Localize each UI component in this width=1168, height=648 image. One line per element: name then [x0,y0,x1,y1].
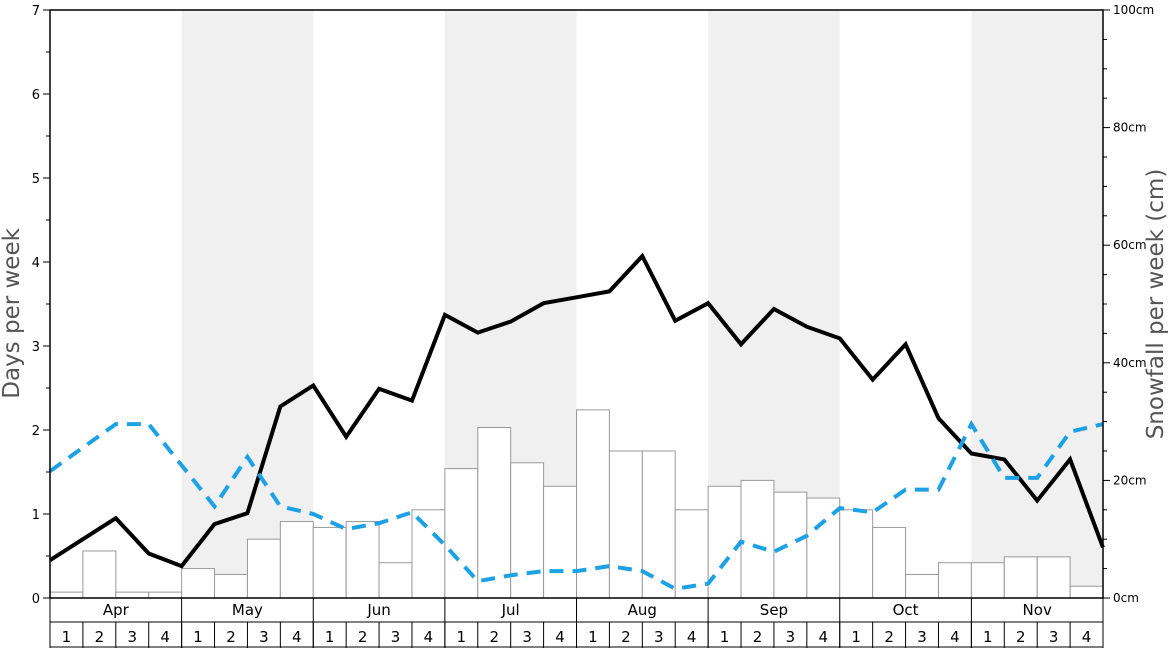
month-shading [181,10,1103,598]
snowfall-bar [312,526,347,599]
y-tick-label: 2 [32,424,40,439]
snowfall-bar [214,573,248,599]
snowfall-bar [411,509,446,599]
week-label: 1 [193,628,203,646]
snowfall-bar [905,573,939,599]
week-label: 2 [1016,628,1026,646]
solid-days-line [48,252,1105,569]
week-label: 1 [325,628,335,646]
snowfall-bar [345,521,380,599]
snowfall-bar [49,591,84,599]
week-label: 3 [917,628,927,646]
snowfall-bar [839,509,874,599]
y-tick-label: 0 [32,592,40,607]
left-axis: 0 1 2 3 4 5 6 7 [32,4,50,607]
month-label: Nov [1023,601,1052,619]
y-axis-title: Days per week [0,227,25,398]
snowfall-bar [937,562,972,599]
month-label: Jul [501,601,520,619]
month-label: Sep [760,601,788,619]
snowfall-bar [115,591,150,599]
week-label: 1 [720,628,730,646]
week-label: 1 [851,628,861,646]
y-tick-label: 7 [32,4,40,19]
snowfall-bar [279,521,314,599]
week-label: 1 [62,628,72,646]
snowfall-bar [444,468,479,599]
snowfall-bar [378,562,413,599]
y-tick-label: 6 [32,88,40,103]
snowfall-bar [82,550,117,599]
week-label: 3 [127,628,137,646]
snowfall-bar [246,538,281,599]
series-lines [48,252,1105,591]
week-label: 4 [292,628,302,646]
week-label: 2 [358,628,368,646]
y2-tick-label: 20cm [1113,473,1147,487]
week-label: 3 [654,628,664,646]
week-label: 4 [819,628,829,646]
snowfall-bar [543,485,577,599]
week-label: 4 [950,628,960,646]
snowfall-bar [674,509,709,599]
x-axis: Apr 1 2 3 4 May 1 2 3 4 Jun 1 2 3 4 Jul 1 2 3 4 Aug 1 2 3 4 Sep 1 2… [49,598,1104,648]
dashed-days-line [48,419,1104,591]
month-shade-nov [971,10,1103,598]
snowfall-bar [181,568,216,599]
snowfall-bar [608,450,643,599]
y2-tick-label: 0cm [1113,591,1139,605]
y-tick-label: 5 [32,172,40,187]
week-label: 3 [1049,628,1059,646]
week-label: 3 [259,628,269,646]
y2-axis-title: Snowfall per week (cm) [1143,169,1168,440]
snowfall-bar [148,591,183,599]
week-label: 4 [555,628,565,646]
week-label: 1 [588,628,598,646]
month-label: Jun [366,601,390,619]
week-label: 3 [391,628,401,646]
month-label: Aug [628,601,657,619]
snowfall-bar [773,491,808,599]
week-label: 2 [884,628,894,646]
snowfall-bar [1036,556,1071,599]
week-label: 3 [786,628,796,646]
week-label: 2 [753,628,763,646]
week-label: 2 [489,628,499,646]
snowfall-bar [872,526,907,599]
right-axis: 0cm 20cm 40cm 60cm 80cm 100cm [1103,3,1154,605]
week-label: 2 [95,628,105,646]
y2-tick-label: 40cm [1113,356,1147,370]
week-label: 4 [687,628,697,646]
week-label: 2 [226,628,236,646]
y-tick-label: 4 [32,256,40,271]
week-label: 4 [160,628,170,646]
month-label: Oct [893,601,919,619]
week-label: 3 [522,628,532,646]
week-label: 1 [983,628,993,646]
y2-tick-label: 60cm [1113,238,1147,252]
y2-tick-label: 80cm [1113,121,1147,135]
week-label: 4 [1082,628,1092,646]
snowfall-bars [49,409,1104,599]
month-label: May [232,601,263,619]
snowfall-bar [477,426,512,599]
y2-tick-label: 100cm [1113,3,1154,17]
y-tick-label: 1 [32,508,40,523]
snowfall-bar [970,562,1005,599]
snowfall-bar [740,479,775,599]
month-label: Apr [103,601,130,619]
snowfall-bar [707,485,742,599]
snowfall-bar [1003,556,1038,599]
week-label: 1 [457,628,467,646]
week-label: 2 [621,628,631,646]
month-shade-may [181,10,314,598]
snowfall-bar [1069,585,1104,599]
week-label: 4 [424,628,434,646]
y-tick-label: 3 [32,340,40,355]
snowfall-bar [510,462,545,599]
